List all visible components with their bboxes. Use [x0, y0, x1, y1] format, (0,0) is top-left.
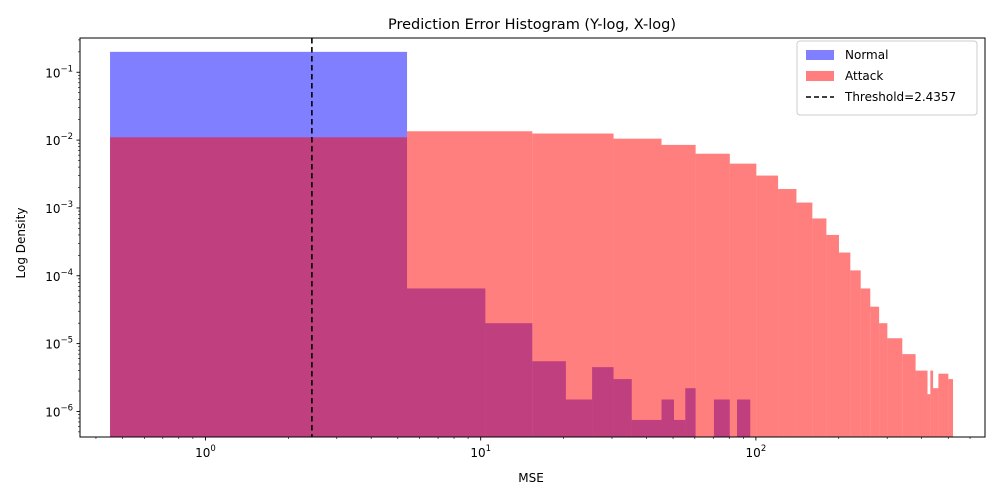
y-tick-label: 10−5 [45, 336, 73, 352]
y-tick-label: 10−1 [45, 64, 73, 80]
attack-bar-3 [613, 138, 662, 437]
y-tick-label: 10−2 [45, 132, 73, 148]
x-axis-label: MSE [518, 471, 544, 485]
legend-label-attack: Attack [845, 69, 883, 83]
attack-bar-15 [870, 306, 880, 437]
attack-bar-21 [930, 370, 934, 437]
x-tick-label: 101 [470, 444, 491, 460]
legend-swatch-normal [806, 50, 834, 60]
x-axis: 100 101 102 [95, 437, 971, 460]
attack-bar-1 [407, 131, 533, 437]
x-tick-label: 102 [746, 444, 767, 460]
attack-bar-7 [756, 175, 779, 437]
y-tick-label: 10−4 [45, 268, 73, 284]
plot-area [79, 37, 986, 438]
attack-bar-11 [826, 234, 839, 437]
attack-bar-12 [838, 252, 851, 437]
series-attack [110, 131, 954, 438]
y-tick-label: 10−3 [45, 200, 73, 216]
y-tick-label: 10−6 [45, 403, 73, 419]
attack-bar-9 [796, 202, 813, 437]
attack-bar-22 [933, 388, 939, 437]
attack-bar-19 [915, 370, 928, 437]
attack-bar-8 [778, 189, 797, 437]
attack-bar-13 [850, 270, 861, 437]
attack-bar-20 [927, 394, 931, 437]
attack-bar-24 [948, 379, 954, 437]
attack-bar-17 [887, 338, 903, 437]
legend-label-threshold: Threshold=2.4357 [844, 90, 956, 104]
legend: Normal Attack Threshold=2.4357 [796, 40, 978, 116]
attack-bar-5 [695, 153, 730, 437]
attack-bar-4 [661, 144, 696, 437]
attack-bar-2 [532, 133, 614, 437]
chart-title: Prediction Error Histogram (Y-log, X-log… [388, 17, 676, 33]
attack-bar-0 [110, 137, 408, 438]
plot-frame [79, 37, 986, 438]
attack-bar-16 [879, 323, 888, 437]
legend-frame [796, 40, 978, 116]
attack-bar-14 [860, 288, 871, 437]
attack-bar-6 [729, 163, 757, 437]
attack-bar-23 [938, 373, 949, 437]
attack-bar-10 [812, 218, 827, 437]
x-tick-label: 100 [195, 444, 216, 460]
legend-swatch-attack [806, 71, 834, 81]
legend-label-normal: Normal [845, 48, 888, 62]
y-axis: 10−6 10−5 10−4 10−3 10−2 10−1 [45, 39, 80, 433]
attack-bar-18 [902, 354, 916, 437]
y-axis-label: Log Density [14, 208, 28, 279]
